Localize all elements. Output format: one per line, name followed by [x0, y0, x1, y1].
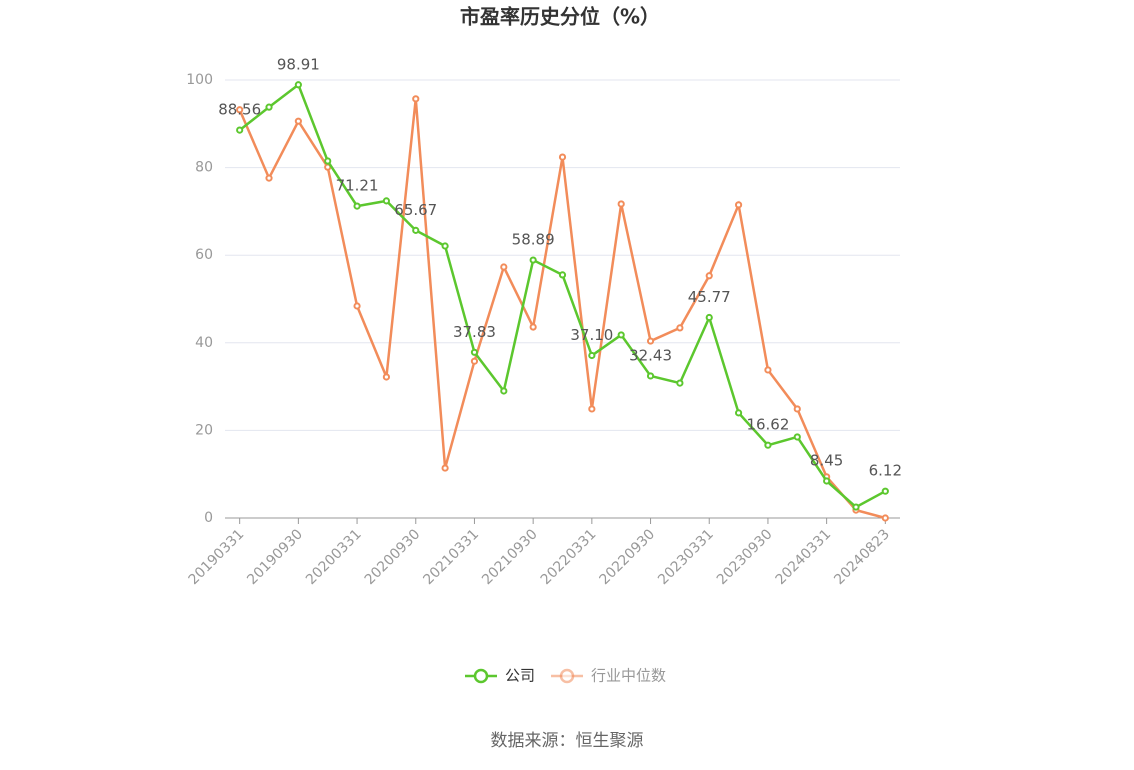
data-point [265, 174, 273, 182]
data-point [470, 357, 479, 365]
x-tick-label: 20230930 [714, 526, 776, 588]
x-tick-label: 20220331 [538, 526, 600, 588]
source: 数据来源：恒生聚源 [491, 731, 644, 751]
data-point [441, 242, 449, 250]
data-point [500, 387, 508, 395]
data-point [588, 405, 596, 413]
data-point [265, 103, 273, 111]
data-point [793, 433, 801, 441]
x-tick-label: 20210331 [420, 526, 482, 588]
data-point [382, 373, 391, 381]
data-label: 98.91 [277, 55, 320, 73]
legend-label: 公司 [505, 667, 535, 685]
data-point [646, 372, 655, 380]
data-label: 16.62 [746, 416, 789, 434]
y-tick-label: 80 [195, 160, 213, 176]
data-point [617, 331, 625, 339]
data-point [558, 153, 567, 161]
y-tick-label: 100 [186, 72, 213, 88]
data-label: 32.43 [629, 346, 672, 364]
data-point [236, 106, 244, 114]
data-point [412, 226, 420, 234]
data-point [529, 256, 537, 264]
data-label: 65.67 [394, 201, 437, 219]
legend-marker [473, 668, 489, 684]
data-point [764, 366, 772, 374]
y-tick-label: 40 [195, 335, 213, 351]
data-point [412, 95, 420, 103]
data-label: 45.77 [688, 288, 731, 306]
data-label: 6.12 [869, 462, 902, 480]
data-point [588, 351, 596, 360]
series-line [238, 82, 886, 509]
data-point [705, 272, 713, 280]
data-point [852, 503, 860, 511]
data-point [441, 464, 449, 472]
data-point [324, 157, 332, 165]
data-point [236, 126, 244, 134]
data-point [500, 263, 508, 271]
x-tick-label: 20190930 [244, 526, 306, 588]
data-point [353, 202, 361, 210]
legend-marker [559, 668, 575, 684]
x-tick-label: 20210930 [479, 526, 541, 588]
data-point [705, 313, 713, 322]
x-tick-label: 20240331 [773, 526, 835, 588]
data-point [823, 477, 831, 485]
x-tick-label: 20200930 [362, 526, 424, 588]
data-point [793, 405, 801, 413]
data-point [734, 201, 743, 209]
data-point [558, 271, 567, 279]
data-point [353, 302, 361, 310]
x-tick-label: 20200331 [303, 526, 365, 588]
data-label: 58.89 [512, 231, 555, 249]
data-point [734, 409, 743, 417]
x-tick-label: 20190331 [186, 526, 248, 588]
data-label: 8.45 [810, 451, 843, 469]
data-label: 88.56 [218, 101, 261, 119]
data-point [294, 117, 302, 125]
chart-title: 市盈率历史分位（%） [460, 5, 660, 29]
data-label: 71.21 [336, 177, 379, 195]
data-point [529, 323, 537, 331]
data-point [294, 81, 302, 89]
data-label: 37.83 [453, 323, 496, 341]
x-tick-label: 20220930 [596, 526, 658, 588]
data-label: 37.10 [570, 326, 613, 344]
data-point [382, 197, 391, 205]
data-point [676, 324, 684, 332]
y-tick-label: 20 [195, 422, 213, 438]
x-tick-label: 20240823 [831, 526, 893, 588]
data-point [881, 514, 889, 522]
data-point [470, 348, 479, 356]
legend-label: 行业中位数 [591, 667, 666, 685]
x-tick-label: 20230331 [655, 526, 717, 588]
data-point [881, 487, 889, 495]
data-point [646, 337, 655, 345]
series-line [238, 98, 886, 520]
y-tick-label: 0 [204, 510, 213, 526]
data-point [617, 200, 625, 208]
data-point [764, 441, 772, 449]
data-point [676, 379, 684, 387]
y-tick-label: 60 [195, 247, 213, 263]
